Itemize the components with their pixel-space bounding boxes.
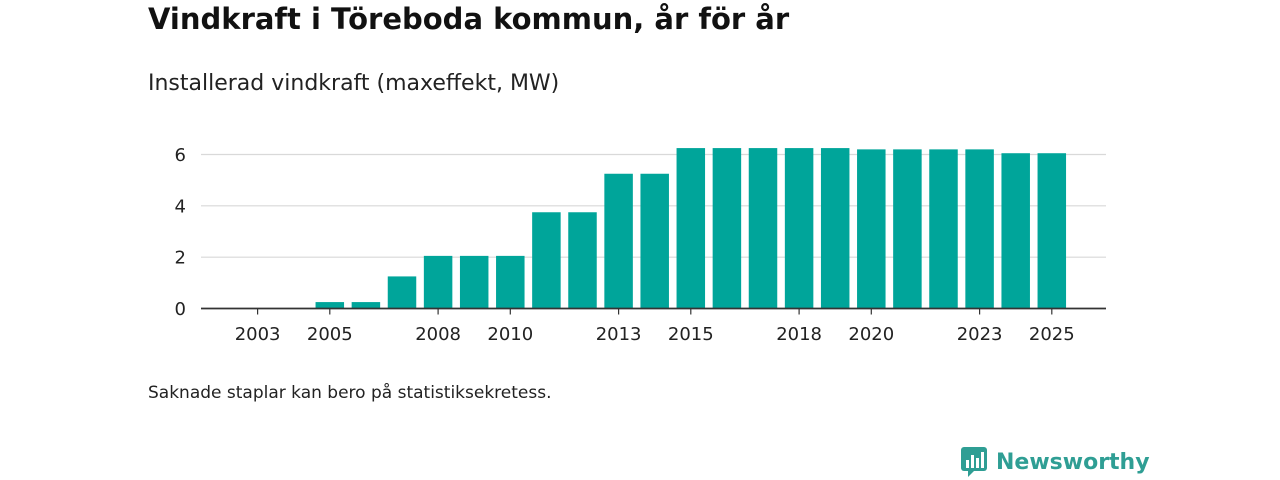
bar-2017 bbox=[748, 148, 778, 309]
newsworthy-logo-icon bbox=[961, 447, 987, 477]
bar-2025 bbox=[1037, 153, 1067, 309]
bar-2006 bbox=[351, 302, 381, 309]
x-tick-label: 2008 bbox=[415, 324, 461, 345]
x-tick-label: 2003 bbox=[235, 324, 281, 345]
x-tick-label: 2013 bbox=[596, 324, 642, 345]
bar-2012 bbox=[568, 212, 597, 309]
x-tick-label: 2025 bbox=[1029, 324, 1075, 345]
bar-2008 bbox=[423, 255, 453, 309]
bar-2016 bbox=[712, 148, 742, 309]
bar-2019 bbox=[820, 148, 850, 309]
y-tick-label: 6 bbox=[175, 145, 186, 166]
bar-2021 bbox=[893, 149, 922, 309]
bar-2024 bbox=[1001, 153, 1030, 309]
bar-2007 bbox=[387, 276, 417, 309]
x-tick-label: 2015 bbox=[668, 324, 714, 345]
bar-2022 bbox=[929, 149, 958, 309]
bar-2023 bbox=[965, 149, 994, 309]
chart-title: Vindkraft i Töreboda kommun, år för år bbox=[148, 2, 790, 36]
bar-2005 bbox=[315, 302, 345, 309]
x-tick-label: 2005 bbox=[307, 324, 353, 345]
bar-2011 bbox=[532, 212, 561, 309]
bar-2009 bbox=[459, 255, 489, 309]
bar-chart: 0 2 4 6 2003 2005 2008 2010 2013 2015 2018 2020 2023… bbox=[175, 145, 1106, 345]
bar-2014 bbox=[640, 173, 669, 309]
bar-2015 bbox=[676, 148, 706, 309]
bar-2010 bbox=[496, 255, 525, 309]
brand-logo: Newsworthy bbox=[960, 446, 1150, 478]
bar-2013 bbox=[604, 173, 633, 309]
x-tick-label: 2023 bbox=[957, 324, 1003, 345]
brand-name: Newsworthy bbox=[996, 449, 1150, 475]
bar-2018 bbox=[784, 148, 814, 309]
y-tick-label: 2 bbox=[175, 248, 186, 269]
footnote: Saknade staplar kan bero på statistiksek… bbox=[148, 383, 552, 403]
x-tick-label: 2018 bbox=[776, 324, 822, 345]
x-tick-label: 2010 bbox=[487, 324, 533, 345]
x-tick-label: 2020 bbox=[848, 324, 894, 345]
y-tick-label: 0 bbox=[175, 299, 186, 320]
chart-subtitle: Installerad vindkraft (maxeffekt, MW) bbox=[148, 71, 560, 96]
y-tick-label: 4 bbox=[175, 196, 186, 217]
bar-2020 bbox=[857, 149, 886, 309]
